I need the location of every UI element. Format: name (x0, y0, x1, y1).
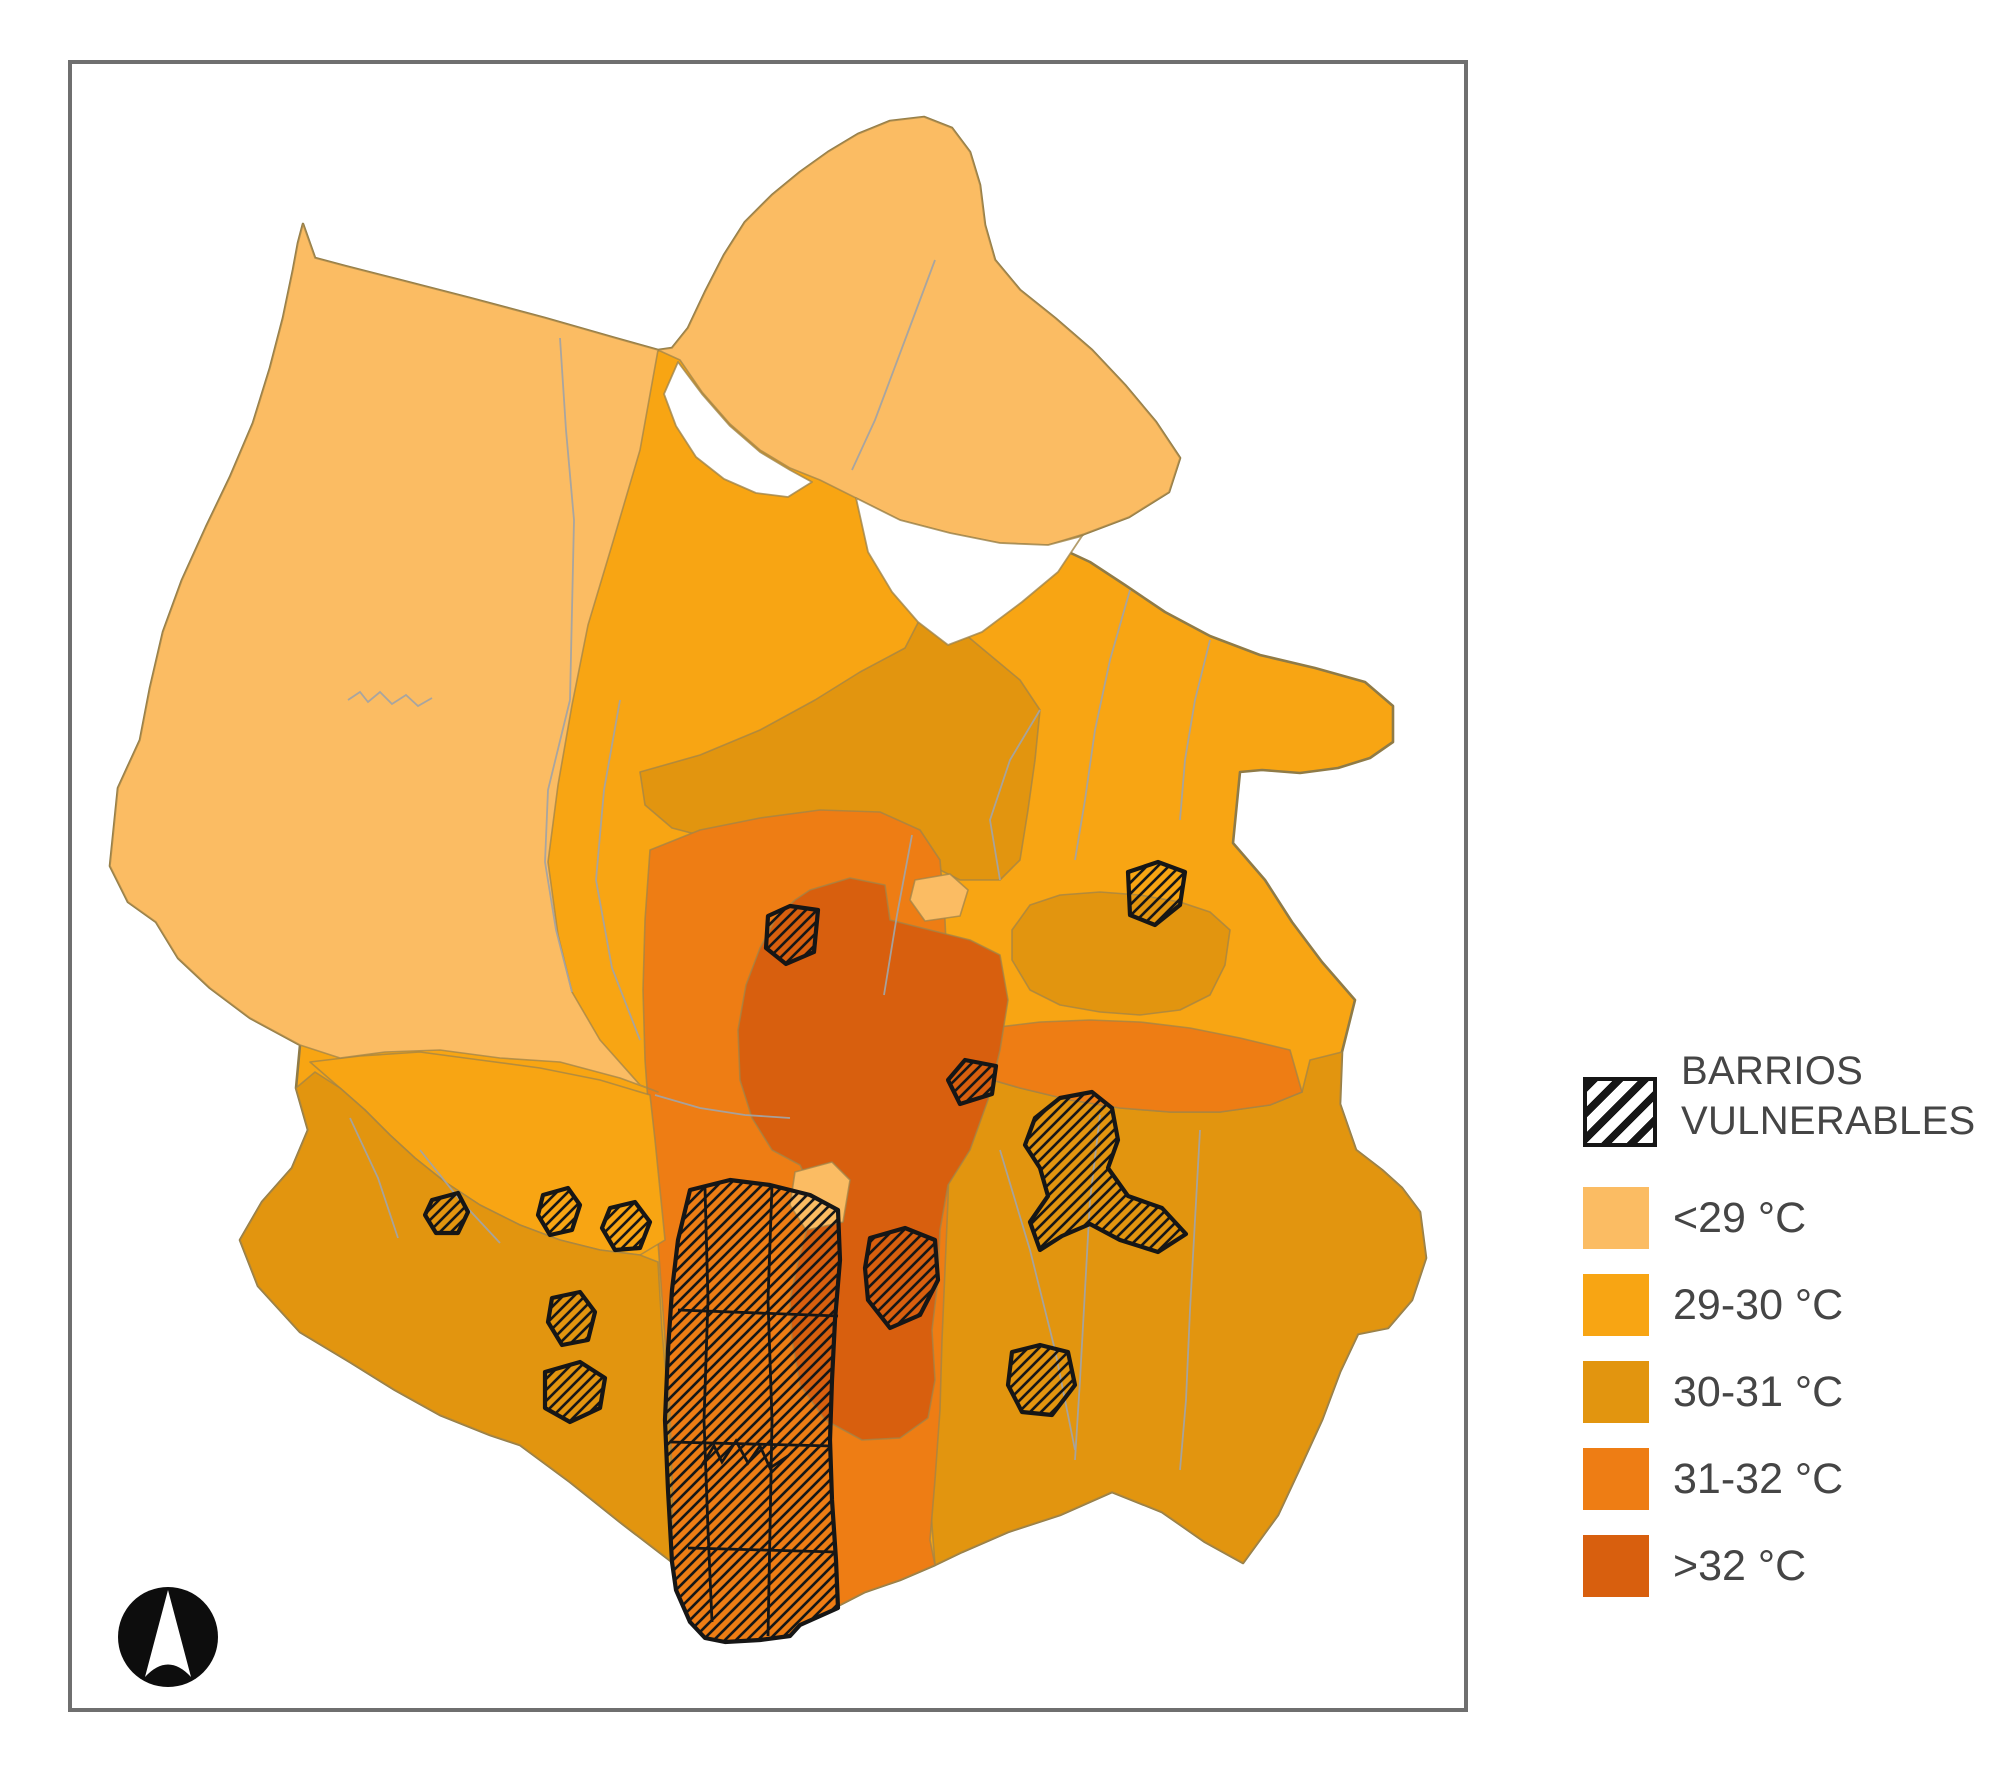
vulnerable-north-center (763, 903, 821, 967)
legend-label-lt29: <29 °C (1673, 1193, 1807, 1242)
vulnerable-west-pentagon (599, 1199, 653, 1253)
vulnerable-subdivision-line (766, 1185, 774, 1637)
north-arrow (118, 1587, 218, 1687)
swatch-gt32 (1583, 1535, 1649, 1597)
legend-label-vulnerable-line2: VULNERABLES (1681, 1099, 1976, 1143)
district-boundary-line (1179, 1129, 1201, 1471)
vulnerable-west-blob-2 (542, 1359, 608, 1425)
district-boundary-line (544, 699, 573, 993)
legend-label-30-31: 30-31 °C (1673, 1367, 1844, 1416)
swatch-31-32 (1583, 1448, 1649, 1510)
legend-row-31-32: 31-32 °C (1583, 1448, 1983, 1510)
vulnerable-west-small-1 (535, 1185, 583, 1238)
vulnerable-southeast-small (1005, 1342, 1078, 1418)
vulnerable-west-small-2 (422, 1190, 471, 1236)
vulnerable-subdivision-line (702, 1187, 714, 1623)
vulnerable-subdivision-line (698, 1438, 789, 1471)
legend: BARRIOS VULNERABLES <29 °C 29-30 °C 30-3… (1583, 1049, 1983, 1622)
vulnerable-south-column (662, 1177, 843, 1645)
district-boundary-line (989, 709, 1041, 881)
zone-mideast-band (1011, 891, 1231, 1016)
legend-row-30-31: 30-31 °C (1583, 1361, 1983, 1423)
district-boundary-line (349, 1117, 399, 1239)
legend-row-29-30: 29-30 °C (1583, 1274, 1983, 1336)
notch-neck (663, 361, 813, 498)
vulnerable-east-small (945, 1057, 999, 1107)
district-boundary-line (654, 1094, 791, 1119)
vulnerable-center-south (862, 1225, 941, 1331)
vulnerable-west-blob-1 (545, 1289, 598, 1348)
district-boundary-line (1179, 639, 1211, 821)
swatch-30-31 (1583, 1361, 1649, 1423)
district-boundary-line (595, 699, 641, 1041)
vulnerable-subdivision-line (687, 1546, 837, 1554)
legend-row-lt29: <29 °C (1583, 1187, 1983, 1249)
zone-southeast (904, 1051, 1427, 1566)
district-boundary-line (1074, 589, 1131, 861)
legend-label-31-32: 31-32 °C (1673, 1454, 1844, 1503)
swatch-29-30 (1583, 1274, 1649, 1336)
legend-row-vulnerable: BARRIOS VULNERABLES (1583, 1049, 1983, 1162)
swatch-lt29 (1583, 1187, 1649, 1249)
legend-label-gt32: >32 °C (1673, 1541, 1807, 1590)
district-boundary-line (883, 834, 913, 996)
notch-northeast (855, 497, 1083, 646)
vulnerable-neighborhoods (422, 859, 1189, 1645)
district-boundary-line (559, 337, 575, 701)
legend-row-gt32: >32 °C (1583, 1535, 1983, 1597)
vulnerable-northeast-small (1125, 859, 1188, 928)
vulnerable-subdivision-line (677, 1308, 839, 1318)
legend-label-29-30: 29-30 °C (1673, 1280, 1844, 1329)
vulnerable-subdivision-line (669, 1440, 833, 1448)
district-boundary-line (851, 259, 936, 471)
legend-label-vulnerable: BARRIOS VULNERABLES (1681, 1046, 1976, 1146)
vulnerable-east-y (1022, 1089, 1189, 1255)
district-boundary-line (347, 690, 433, 708)
vulnerable-hatch-swatch (1583, 1077, 1657, 1147)
map-frame (68, 60, 1468, 1712)
north-arrow-pointer (145, 1590, 191, 1677)
legend-label-vulnerable-line1: BARRIOS (1681, 1049, 1864, 1093)
madrid-temperature-map (108, 115, 1428, 1687)
